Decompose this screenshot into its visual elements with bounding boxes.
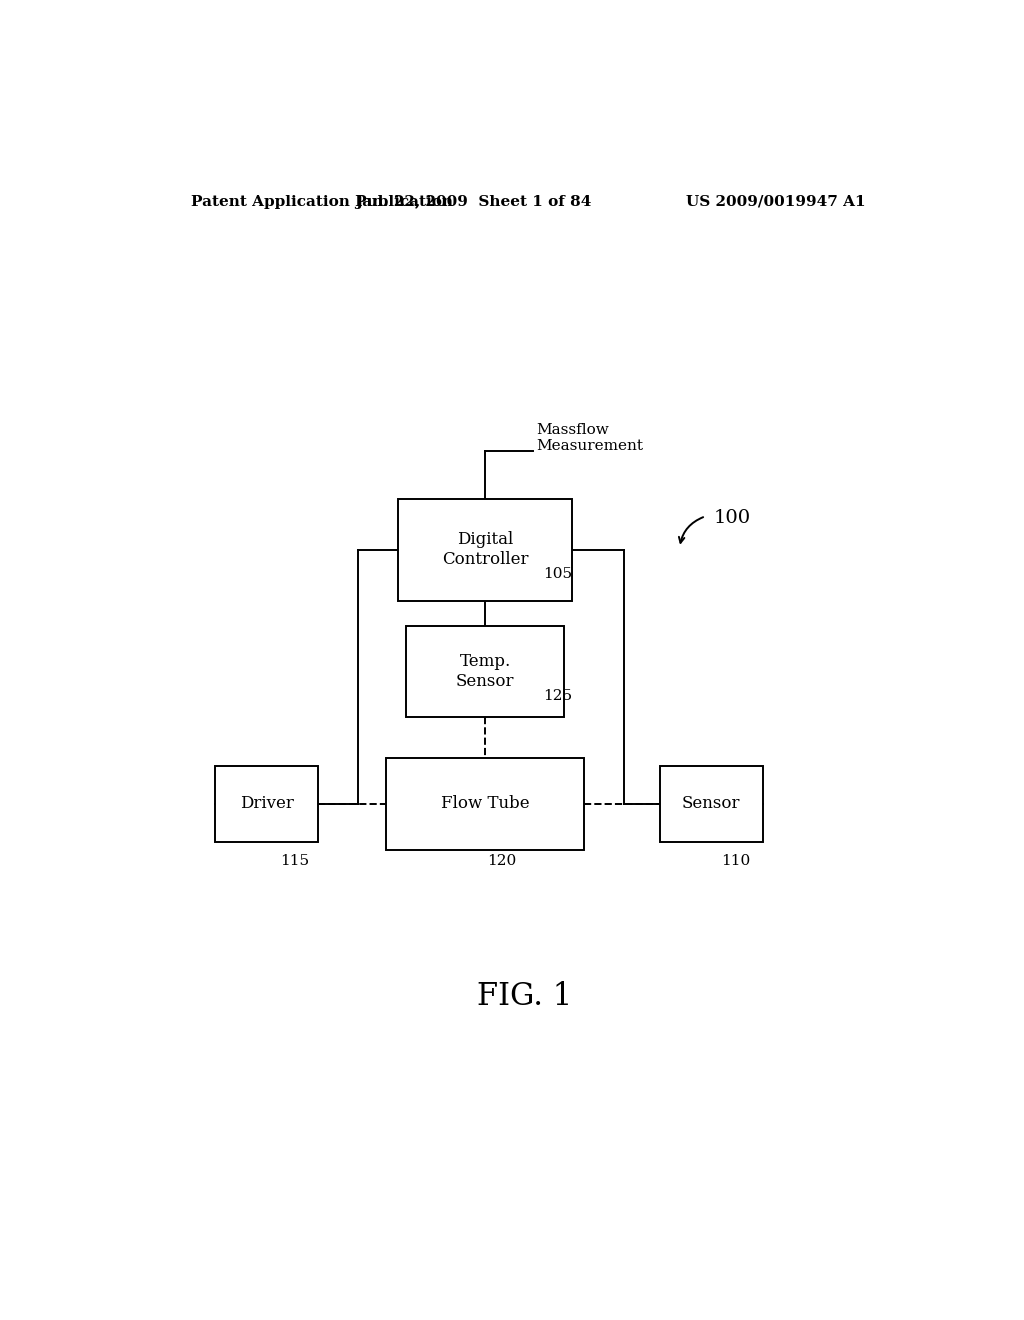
Bar bbox=[406, 626, 564, 718]
Bar bbox=[397, 499, 572, 601]
Text: 110: 110 bbox=[722, 854, 751, 867]
Text: Massflow
Measurement: Massflow Measurement bbox=[537, 422, 644, 453]
Text: Driver: Driver bbox=[240, 796, 294, 812]
Bar bbox=[386, 758, 585, 850]
Text: US 2009/0019947 A1: US 2009/0019947 A1 bbox=[686, 195, 866, 209]
Bar bbox=[659, 766, 763, 842]
Text: Patent Application Publication: Patent Application Publication bbox=[191, 195, 454, 209]
Text: 115: 115 bbox=[281, 854, 309, 867]
Text: 125: 125 bbox=[543, 689, 572, 704]
Text: Sensor: Sensor bbox=[682, 796, 740, 812]
Text: Jan. 22, 2009  Sheet 1 of 84: Jan. 22, 2009 Sheet 1 of 84 bbox=[355, 195, 592, 209]
Text: 105: 105 bbox=[543, 568, 572, 581]
Text: Temp.
Sensor: Temp. Sensor bbox=[456, 653, 514, 690]
Text: Flow Tube: Flow Tube bbox=[440, 796, 529, 812]
Text: 100: 100 bbox=[714, 510, 751, 527]
Text: FIG. 1: FIG. 1 bbox=[477, 982, 572, 1012]
Text: Digital
Controller: Digital Controller bbox=[442, 532, 528, 568]
Bar bbox=[215, 766, 318, 842]
Text: 120: 120 bbox=[486, 854, 516, 867]
